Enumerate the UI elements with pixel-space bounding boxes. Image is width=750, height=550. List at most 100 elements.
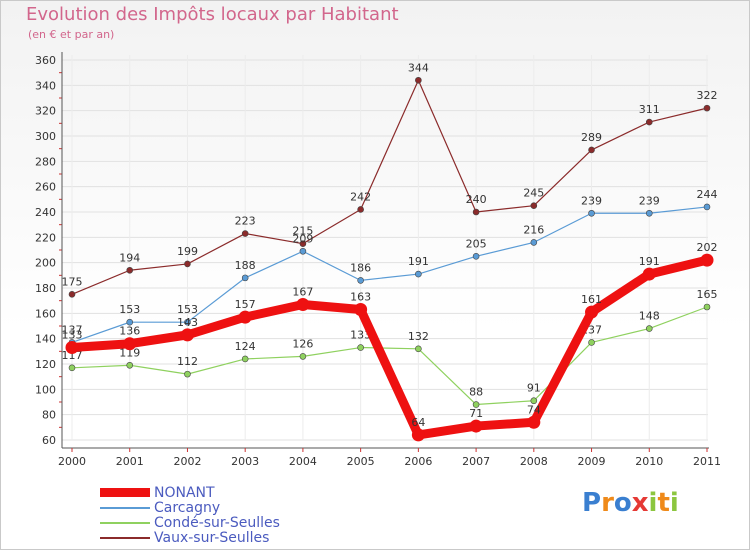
data-point [241, 355, 249, 363]
y-tick-label: 80 [42, 409, 56, 422]
proxiti-logo: Proxiti [582, 488, 679, 518]
y-tick-label: 260 [35, 181, 56, 194]
data-point [415, 345, 422, 353]
series-line [71, 79, 708, 295]
data-label: 242 [350, 190, 371, 203]
data-point [645, 209, 653, 217]
x-tick-label: 2005 [347, 455, 375, 468]
data-point [68, 364, 76, 372]
data-label: 143 [177, 316, 198, 329]
y-tick-label: 280 [35, 155, 56, 168]
legend-item-conde: Condé-sur-Seulles [100, 514, 280, 531]
data-point [126, 266, 134, 274]
data-label: 240 [466, 193, 487, 206]
data-point [184, 318, 191, 326]
data-point [65, 341, 79, 355]
y-tick-label: 360 [35, 54, 56, 67]
data-point [126, 318, 134, 326]
data-point [184, 260, 191, 268]
data-label: 167 [292, 285, 313, 298]
data-point [411, 428, 425, 442]
data-point [299, 353, 307, 360]
data-label: 186 [350, 261, 371, 274]
logo-letter: P [582, 488, 602, 518]
series-line [67, 255, 712, 440]
data-point [588, 146, 595, 154]
data-label: 126 [292, 337, 313, 350]
series-line [71, 206, 708, 344]
chart-title: Evolution des Impôts locaux par Habitant [26, 4, 399, 25]
data-label: 137 [62, 323, 83, 336]
data-label: 132 [408, 330, 429, 343]
data-label: 161 [581, 293, 602, 306]
x-tick-label: 2008 [520, 455, 548, 468]
data-point [68, 291, 76, 298]
data-point [703, 303, 711, 311]
data-point [415, 270, 422, 278]
y-tick-label: 200 [35, 257, 56, 270]
data-point [703, 203, 711, 211]
logo-letter: i [669, 488, 679, 518]
y-tick-label: 100 [35, 383, 56, 396]
data-point [357, 206, 364, 213]
legend-swatch [100, 506, 150, 509]
y-tick-label: 160 [35, 307, 56, 320]
data-point [415, 76, 422, 84]
x-tick-label: 2003 [231, 455, 259, 468]
data-label: 344 [408, 61, 429, 74]
data-point [645, 118, 653, 126]
y-tick-label: 180 [35, 282, 56, 295]
y-tick-label: 120 [35, 358, 56, 371]
data-label: 119 [119, 346, 140, 359]
data-label: 191 [408, 255, 429, 268]
legend-label: Carcagny [154, 499, 221, 516]
data-label: 289 [581, 131, 602, 144]
legend-label: NONANT [154, 484, 215, 501]
data-label: 165 [697, 288, 718, 301]
data-point [530, 202, 538, 209]
y-tick-label: 340 [35, 79, 56, 92]
legend-label: Condé-sur-Seulles [154, 514, 280, 531]
data-label: 209 [292, 232, 313, 245]
data-label: 216 [523, 223, 544, 236]
data-point [299, 247, 307, 255]
x-tick-label: 2009 [578, 455, 606, 468]
logo-letter: i [648, 488, 658, 518]
x-tick-label: 2007 [462, 455, 490, 468]
data-label: 112 [177, 355, 198, 368]
data-point [530, 239, 538, 246]
data-label: 175 [62, 275, 83, 288]
data-point [296, 297, 310, 311]
data-point [472, 401, 480, 408]
data-point [357, 277, 364, 284]
data-label: 74 [527, 403, 541, 416]
data-point [354, 303, 368, 317]
y-tick-label: 220 [35, 231, 56, 244]
data-label: 91 [527, 382, 541, 395]
y-tick-label: 60 [42, 434, 56, 447]
data-point [585, 305, 599, 319]
data-label: 163 [350, 291, 371, 304]
legend-item-vaux: Vaux-sur-Seulles [100, 530, 280, 546]
data-point [588, 339, 595, 346]
data-label: 124 [235, 340, 256, 353]
data-point [241, 274, 249, 282]
data-point [645, 325, 653, 332]
data-label: 188 [235, 259, 256, 272]
data-label: 64 [411, 416, 425, 429]
data-point [588, 209, 595, 217]
data-label: 133 [350, 329, 371, 342]
data-label: 223 [235, 215, 256, 228]
data-label: 71 [469, 407, 483, 420]
data-point [357, 344, 364, 351]
data-label: 205 [466, 237, 487, 250]
data-label: 322 [697, 89, 718, 102]
data-point [530, 397, 538, 405]
y-tick-label: 240 [35, 206, 56, 219]
data-point [700, 253, 714, 267]
data-label: 148 [639, 310, 660, 323]
data-point [180, 328, 194, 342]
data-point [238, 310, 252, 324]
x-tick-label: 2000 [58, 455, 86, 468]
